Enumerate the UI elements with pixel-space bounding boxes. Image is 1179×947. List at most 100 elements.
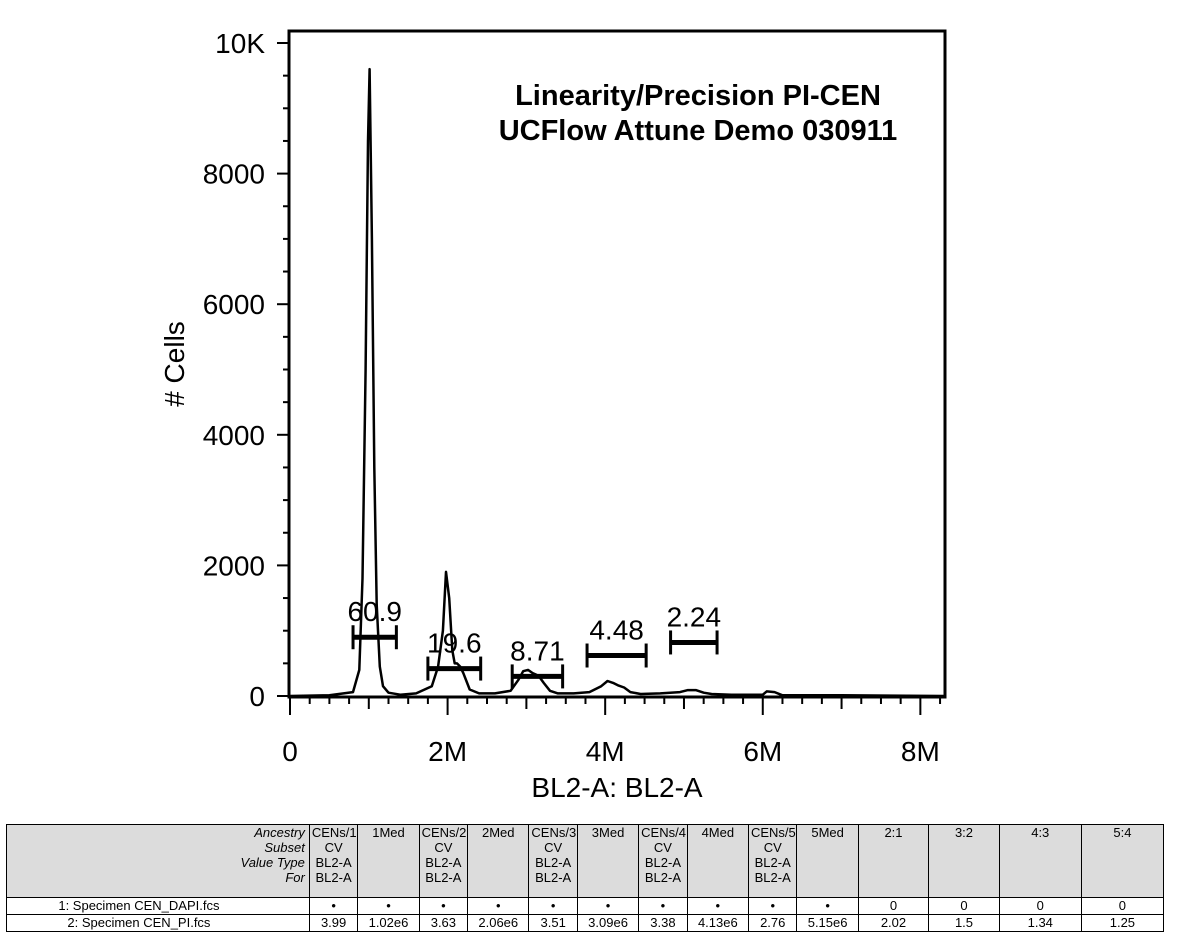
column-header-line: BL2-A <box>425 855 462 870</box>
x-tick-label: 8M <box>901 736 940 767</box>
column-header-line: 4:3 <box>1031 825 1050 841</box>
x-tick-label: 6M <box>743 736 782 767</box>
row-sample-name: 1: Specimen CEN_DAPI.fcs <box>6 897 310 915</box>
column-header-line: CV <box>434 840 453 855</box>
gate-group: 60.9 19.6 8.71 4.48 2.24 <box>347 596 722 689</box>
plot-frame <box>287 29 947 699</box>
column-header-line: CENs/1 <box>311 825 357 841</box>
table-row[interactable]: 1: Specimen CEN_DAPI.fcs • • • • • • • • • • 0 0 0 0 <box>6 897 1165 915</box>
column-header: 2Med <box>467 824 530 898</box>
row-header-labels: Ancestry Subset Value Type For <box>6 824 310 898</box>
x-tick-label: 0 <box>282 736 298 767</box>
column-header-line: BL2-A <box>425 870 462 885</box>
table-cell: • <box>357 897 420 915</box>
table-cell: 0 <box>1080 897 1165 915</box>
table-cell: 4.13e6 <box>686 914 749 932</box>
table-header-row: Ancestry Subset Value Type For CENs/1 CV B… <box>6 824 1165 898</box>
table-body: 1: Specimen CEN_DAPI.fcs • • • • • • • • • • 0 0 0 0 2:… <box>6 897 1165 932</box>
column-header: CENs/3 CV BL2-A BL2-A <box>528 824 578 898</box>
table-cell: 2.76 <box>747 914 798 932</box>
y-tick-label: 4000 <box>203 420 265 451</box>
column-header-line: BL2-A <box>754 855 791 870</box>
gate-label: 60.9 <box>347 596 402 627</box>
column-header-line: BL2-A <box>315 870 352 885</box>
y-tick-label: 6000 <box>203 289 265 320</box>
column-header-line: BL2-A <box>315 855 352 870</box>
column-header-line: 4Med <box>701 825 735 841</box>
column-header: CENs/2 CV BL2-A BL2-A <box>418 824 469 898</box>
row-sample-name: 2: Specimen CEN_PI.fcs <box>6 914 310 932</box>
table-cell: 1.02e6 <box>357 914 420 932</box>
column-header-line: CV <box>544 840 563 855</box>
gate-label: 8.71 <box>510 635 565 666</box>
column-header: 1Med <box>357 824 420 898</box>
gate-3[interactable]: 8.71 <box>510 635 565 689</box>
column-header-line: 3:2 <box>954 825 974 841</box>
column-header: CENs/4 CV BL2-A BL2-A <box>638 824 688 898</box>
table-cell: 0 <box>998 897 1082 915</box>
column-header: CENs/5 CV BL2-A BL2-A <box>747 824 798 898</box>
table-cell: 0 <box>928 897 1000 915</box>
header-label-ancestry: Ancestry <box>254 825 305 841</box>
table-cell: • <box>467 897 530 915</box>
column-header-line: BL2-A <box>754 870 791 885</box>
column-header-line: CENs/2 <box>421 825 467 841</box>
table-cell: 1.25 <box>1080 914 1165 932</box>
table-cell: 3.38 <box>638 914 688 932</box>
statistics-table: Ancestry Subset Value Type For CENs/1 CV B… <box>6 824 1165 932</box>
table-cell: • <box>418 897 469 915</box>
column-header: 4:3 <box>998 824 1082 898</box>
column-header: 3Med <box>576 824 640 898</box>
table-row[interactable]: 2: Specimen CEN_PI.fcs 3.99 1.02e6 3.63 2.06… <box>6 914 1165 932</box>
column-header-line: CENs/4 <box>641 825 686 841</box>
y-axis: 0 2000 4000 6000 8000 10K <box>203 28 289 712</box>
gate-label: 4.48 <box>589 615 644 646</box>
table-cell: 1.34 <box>998 914 1082 932</box>
column-header: 3:2 <box>928 824 1000 898</box>
table-cell: 2.02 <box>857 914 930 932</box>
column-header: 2:1 <box>857 824 930 898</box>
gate-label: 19.6 <box>427 628 482 659</box>
gate-1[interactable]: 60.9 <box>347 596 402 650</box>
table-cell: 2.06e6 <box>467 914 530 932</box>
y-axis-title: # Cells <box>159 321 190 407</box>
y-tick-label: 2000 <box>203 550 265 581</box>
table-cell: • <box>576 897 640 915</box>
table-cell: 0 <box>857 897 930 915</box>
table-cell: • <box>747 897 798 915</box>
column-header-line: 2:1 <box>884 825 903 841</box>
histogram-chart: 0 2000 4000 6000 8000 10K 0 2M 4M 6M 8M Linearity… <box>159 28 947 803</box>
header-label-for: For <box>285 870 305 885</box>
table-cell: • <box>638 897 688 915</box>
header-label-subset: Subset <box>264 840 305 855</box>
column-header-line: BL2-A <box>535 855 572 870</box>
gate-label: 2.24 <box>667 601 722 632</box>
x-axis-title: BL2-A: BL2-A <box>531 772 703 803</box>
y-tick-label: 8000 <box>203 159 265 190</box>
header-label-value-type: Value Type <box>240 855 305 870</box>
table-header: Ancestry Subset Value Type For CENs/1 CV B… <box>6 824 1165 898</box>
column-header: 5:4 <box>1080 824 1165 898</box>
table-cell: • <box>308 897 359 915</box>
y-tick-label: 10K <box>215 28 265 59</box>
chart-title-line-2: UCFlow Attune Demo 030911 <box>499 115 898 147</box>
table-cell: 3.99 <box>308 914 359 932</box>
gate-4[interactable]: 4.48 <box>585 615 648 668</box>
column-header-line: BL2-A <box>644 870 681 885</box>
column-header-line: 1Med <box>372 825 405 841</box>
column-header-line: CV <box>653 840 672 855</box>
column-header-line: CV <box>763 840 782 855</box>
table-cell: 3.51 <box>528 914 578 932</box>
table-cell: • <box>528 897 578 915</box>
table-cell: 5.15e6 <box>796 914 859 932</box>
x-axis: 0 2M 4M 6M 8M <box>282 697 942 767</box>
table-cell: • <box>796 897 859 915</box>
chart-title-line-1: Linearity/Precision PI-CEN <box>515 80 881 112</box>
column-header-line: CENs/5 <box>750 825 796 841</box>
column-header: CENs/1 CV BL2-A BL2-A <box>308 824 359 898</box>
gate-2[interactable]: 19.6 <box>426 628 483 681</box>
column-header-line: 5Med <box>811 825 844 841</box>
column-header-line: CENs/3 <box>531 825 577 841</box>
gate-5[interactable]: 2.24 <box>667 601 722 655</box>
table-cell: • <box>686 897 749 915</box>
